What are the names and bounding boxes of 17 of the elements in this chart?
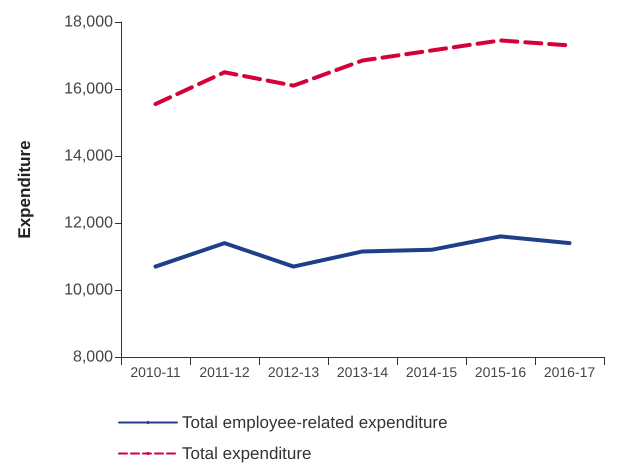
legend-label: Total expenditure: [182, 444, 312, 463]
x-tick-label: 2015-16: [474, 364, 526, 380]
y-tick-label: 12,000: [64, 214, 114, 232]
y-tick-label: 16,000: [64, 80, 114, 98]
y-tick-label: 10,000: [64, 282, 114, 298]
y-tick-label: 14,000: [64, 148, 114, 164]
x-tick-label: 2011-12: [199, 364, 250, 380]
y-axis-title: Expenditure: [15, 140, 34, 239]
x-tick-label: 2014-15: [406, 364, 458, 380]
x-tick-label: 2010-11: [130, 364, 181, 380]
y-tick-label: 18,000: [64, 14, 114, 30]
line-series: [154, 234, 572, 269]
x-tick-label: 2013-14: [336, 364, 388, 380]
x-tick-label: 2012-13: [268, 364, 320, 380]
y-tick-label: 8,000: [72, 348, 114, 366]
legend-label: Total employee-related expenditure: [182, 413, 448, 432]
x-tick-label: 2016-17: [544, 364, 596, 380]
